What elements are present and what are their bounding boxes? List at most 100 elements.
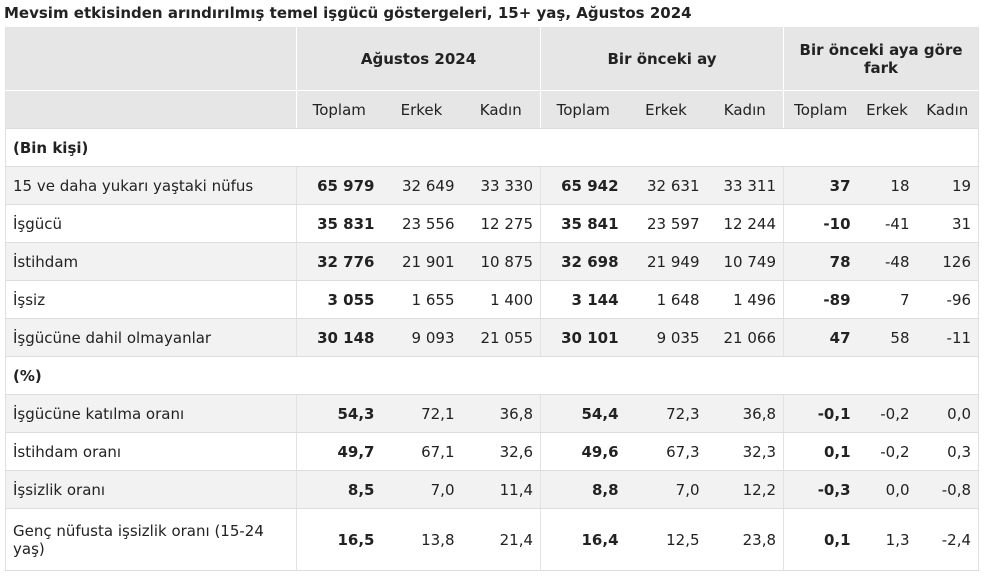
row-label: İstihdam <box>5 242 297 281</box>
subheader-male: Erkek <box>381 90 462 129</box>
header-previous-month: Bir önceki ay <box>540 27 784 91</box>
table-cell: 7,0 <box>625 470 707 509</box>
table-cell: 12 244 <box>706 204 784 243</box>
subheader-total: Toplam <box>296 90 382 129</box>
table-row: İstihdam 32 776 21 901 10 875 32 698 21 949 10… <box>5 242 979 281</box>
table-body: (Bin kişi) 15 ve daha yukarı yaştaki nüfu… <box>5 128 979 571</box>
table-cell: -0,8 <box>916 470 979 509</box>
table-cell: 7 <box>857 280 917 319</box>
table-cell: 67,1 <box>381 432 462 471</box>
table-cell: 47 <box>783 318 858 357</box>
table-cell: 33 330 <box>461 166 541 205</box>
header-difference: Bir önceki aya göre fark <box>783 27 979 91</box>
table-cell: 30 101 <box>540 318 626 357</box>
table-cell: 0,3 <box>916 432 979 471</box>
table-cell: -0,3 <box>783 470 858 509</box>
table-cell: -0,1 <box>783 394 858 433</box>
table-cell: 30 148 <box>296 318 382 357</box>
table-cell: 3 055 <box>296 280 382 319</box>
table-cell: -0,2 <box>857 432 917 471</box>
table-cell: -10 <box>783 204 858 243</box>
table-cell: -96 <box>916 280 979 319</box>
table-cell: 9 035 <box>625 318 707 357</box>
table-cell: 10 875 <box>461 242 541 281</box>
table-cell: 36,8 <box>461 394 541 433</box>
table-cell: 32 776 <box>296 242 382 281</box>
row-label: İşsizlik oranı <box>5 470 297 509</box>
table-cell: 12,2 <box>706 470 784 509</box>
table-cell: -2,4 <box>916 508 979 571</box>
table-row: İşsizlik oranı 8,5 7,0 11,4 8,8 7,0 12,2 -0,3 0,… <box>5 470 979 509</box>
table-row: İşgücüne dahil olmayanlar 30 148 9 093 21 0… <box>5 318 979 357</box>
header-current-month: Ağustos 2024 <box>295 27 541 91</box>
table-cell: 23 556 <box>381 204 462 243</box>
table-cell: 0,0 <box>857 470 917 509</box>
table-cell: 78 <box>783 242 858 281</box>
table-cell: 0,1 <box>783 432 858 471</box>
row-label: İşsiz <box>5 280 297 319</box>
table-cell: 21 055 <box>461 318 541 357</box>
table-cell: 12 275 <box>461 204 541 243</box>
table-cell: 23,8 <box>706 508 784 571</box>
table-cell: 126 <box>916 242 979 281</box>
subheader-male: Erkek <box>857 90 917 129</box>
row-label: 15 ve daha yukarı yaştaki nüfus <box>5 166 297 205</box>
table-cell: 19 <box>916 166 979 205</box>
table-cell: 7,0 <box>381 470 462 509</box>
table-cell: -48 <box>857 242 917 281</box>
table-cell: 21 949 <box>625 242 707 281</box>
table-cell: 72,1 <box>381 394 462 433</box>
section-row: (Bin kişi) <box>5 128 979 167</box>
table-cell: 18 <box>857 166 917 205</box>
table-cell: 37 <box>783 166 858 205</box>
header-blank <box>5 27 297 91</box>
table-cell: 8,8 <box>540 470 626 509</box>
table-cell: 65 979 <box>296 166 382 205</box>
table-cell: 21 066 <box>706 318 784 357</box>
row-label: İstihdam oranı <box>5 432 297 471</box>
table-cell: 21 901 <box>381 242 462 281</box>
table-cell: -0,2 <box>857 394 917 433</box>
row-label: İşgücü <box>5 204 297 243</box>
table-cell: 12,5 <box>625 508 707 571</box>
table-cell: 23 597 <box>625 204 707 243</box>
section-label: (Bin kişi) <box>5 128 979 167</box>
table-cell: 9 093 <box>381 318 462 357</box>
table-cell: 35 831 <box>296 204 382 243</box>
row-label: İşgücüne dahil olmayanlar <box>5 318 297 357</box>
row-label: İşgücüne katılma oranı <box>5 394 297 433</box>
section-row: (%) <box>5 356 979 395</box>
table-cell: 16,5 <box>296 508 382 571</box>
table-row: İşgücü 35 831 23 556 12 275 35 841 23 597 12 2… <box>5 204 979 243</box>
table-cell: 10 749 <box>706 242 784 281</box>
table-cell: 1 496 <box>706 280 784 319</box>
table-cell: 1 648 <box>625 280 707 319</box>
table-cell: 58 <box>857 318 917 357</box>
table-cell: 1 400 <box>461 280 541 319</box>
table-cell: 49,6 <box>540 432 626 471</box>
table-row: İşgücüne katılma oranı 54,3 72,1 36,8 54,4 72… <box>5 394 979 433</box>
table-cell: 3 144 <box>540 280 626 319</box>
table-cell: 54,4 <box>540 394 626 433</box>
table-cell: 54,3 <box>296 394 382 433</box>
table-cell: -11 <box>916 318 979 357</box>
subheader-female: Kadın <box>706 90 784 129</box>
section-label: (%) <box>5 356 979 395</box>
table-cell: 36,8 <box>706 394 784 433</box>
subheader-female: Kadın <box>461 90 541 129</box>
table-cell: 16,4 <box>540 508 626 571</box>
table-cell: 11,4 <box>461 470 541 509</box>
table-cell: -89 <box>783 280 858 319</box>
table-cell: 32 649 <box>381 166 462 205</box>
table-title: Mevsim etkisinden arındırılmış temel işg… <box>4 4 692 22</box>
table-cell: 0,1 <box>783 508 858 571</box>
table-cell: 21,4 <box>461 508 541 571</box>
table-cell: 72,3 <box>625 394 707 433</box>
table-cell: 35 841 <box>540 204 626 243</box>
table-cell: 33 311 <box>706 166 784 205</box>
table-cell: 31 <box>916 204 979 243</box>
table-cell: 8,5 <box>296 470 382 509</box>
labour-indicators-table: Ağustos 2024 Bir önceki ay Bir önceki ay… <box>5 27 980 571</box>
table-cell: 32 698 <box>540 242 626 281</box>
subheader-total: Toplam <box>783 90 858 129</box>
